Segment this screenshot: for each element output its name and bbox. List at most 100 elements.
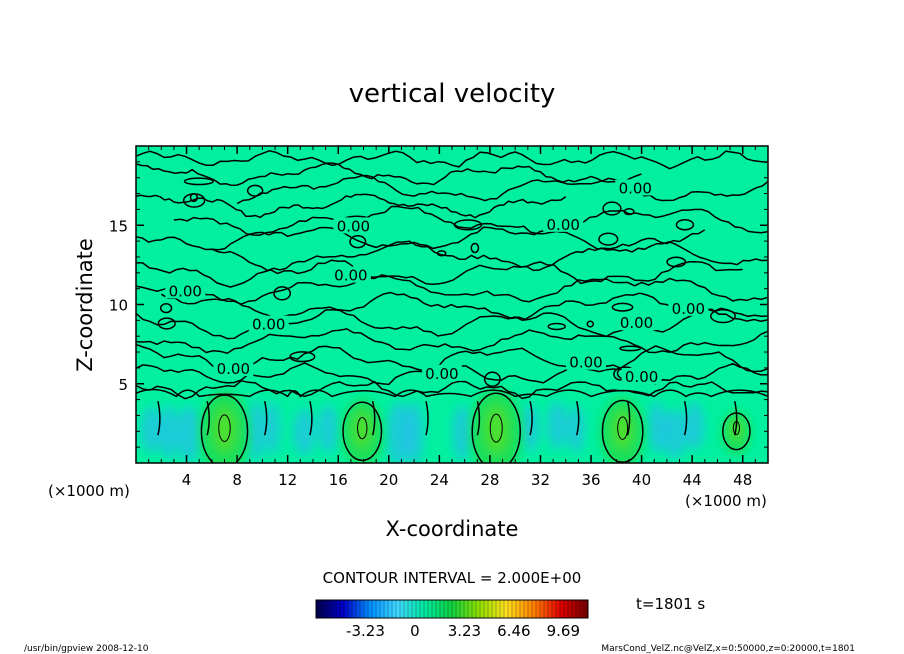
contour-label: 0.00: [169, 282, 202, 300]
updraft-core: [484, 405, 509, 454]
chart-title: vertical velocity: [349, 79, 556, 109]
contour-label: 0.00: [672, 300, 705, 318]
downdraft-patch: [176, 405, 202, 462]
contour-label-bg: [333, 217, 374, 234]
downdraft-contour: [157, 401, 161, 436]
downdraft-contour: [263, 401, 268, 436]
x-unit-left: (×1000 m): [48, 482, 130, 500]
y-axis: 5 10 15: [109, 161, 768, 448]
closed-contour: [189, 192, 198, 203]
closed-contour: [619, 345, 642, 352]
closed-contour: [598, 232, 619, 246]
x-axis-label: X-coordinate: [386, 517, 519, 541]
contour-label: 0.00: [547, 216, 580, 234]
downdraft-patch: [318, 405, 339, 453]
contour-label: 0.00: [425, 365, 458, 383]
updraft-contour-1: [342, 401, 383, 462]
closed-contour: [453, 219, 483, 231]
contour-label-bg: [248, 315, 289, 332]
contour-label-bg: [213, 360, 254, 377]
contour-label: 0.00: [337, 217, 370, 235]
contour-line-2: [236, 174, 768, 205]
contour-label: 0.00: [217, 360, 250, 378]
contour-label-bg: [616, 314, 657, 331]
plot-area: 0.00 0.00 0.00 0.00 0.00 0.00 0.00 0.00 0.00 0.00…: [136, 146, 768, 463]
downdraft-contour: [425, 401, 429, 436]
updraft-core: [612, 410, 633, 450]
colorbar: [315, 599, 589, 619]
closed-contour: [586, 320, 595, 328]
contour-line-1: [136, 162, 642, 187]
x-tick-label: 44: [683, 471, 702, 489]
x-tick-label: 24: [430, 471, 449, 489]
closed-contour: [470, 242, 480, 254]
closed-contour: [547, 322, 566, 331]
contour-labels: 0.00 0.00 0.00 0.00 0.00 0.00 0.00 0.00 0.00 0.00…: [165, 179, 709, 386]
contour-line-10: [136, 308, 768, 340]
downdraft-patch: [404, 401, 424, 463]
contour-line-3: [136, 193, 567, 219]
downdraft-patch: [293, 408, 316, 456]
downdraft-patch: [521, 404, 540, 452]
contour-label: 0.00: [625, 368, 658, 386]
closed-contour: [611, 302, 634, 312]
downdraft-patch: [386, 402, 412, 463]
contour-label-bg: [615, 179, 656, 196]
downdraft-patch: [647, 401, 666, 453]
closed-contour: [273, 286, 292, 301]
closed-contour: [436, 250, 447, 257]
y-tick-label: 5: [118, 376, 128, 394]
updraft-inner-contour-3: [617, 416, 629, 440]
closed-contour: [183, 177, 214, 186]
closed-contour: [349, 235, 367, 249]
contour-label-bg: [330, 266, 371, 283]
x-tick-label: 32: [531, 471, 550, 489]
downdraft-patch: [684, 401, 705, 451]
contour-line-14: [136, 379, 768, 400]
downdraft-contour: [683, 401, 688, 436]
contour-label: 0.00: [252, 316, 285, 334]
updraft-inner-contour-2: [489, 413, 503, 443]
colorbar-tick-label: 6.46: [497, 622, 530, 640]
downdraft-patch: [247, 400, 265, 461]
contour-label: 0.00: [334, 267, 367, 285]
colorbar-tick-label: -3.23: [346, 622, 385, 640]
colorbar-ticks: -3.23 0 3.23 6.46 9.69: [346, 622, 580, 640]
updraft-core: [352, 411, 372, 448]
updraft-contour-3: [601, 399, 644, 463]
y-axis-label: Z-coordinate: [73, 238, 97, 372]
closed-contour: [289, 351, 316, 363]
low-level-contour: [136, 388, 768, 398]
closed-contour: [666, 256, 687, 268]
x-tick-label: 4: [182, 471, 192, 489]
closed-contour: [623, 207, 635, 216]
downdraft-contour: [575, 401, 580, 436]
x-tick-label: 12: [278, 471, 297, 489]
updraft-inner-contour-1: [357, 417, 368, 440]
footer-left: /usr/bin/gpview 2008-12-10: [24, 644, 149, 654]
closed-contour: [157, 317, 176, 330]
downdraft-contour: [529, 401, 533, 436]
downdraft-contour: [733, 401, 738, 436]
x-axis: 4 8 12 16 20 24 28 32 36 40 44 48: [148, 146, 756, 489]
updraft-contour-0: [200, 394, 249, 463]
downdraft-patch: [140, 406, 162, 453]
contour-line-0: [136, 150, 768, 170]
downdraft-contour: [371, 401, 376, 436]
contour-line-5: [136, 226, 706, 251]
downdraft-contour: [309, 401, 313, 436]
contour-line-6: [211, 240, 768, 272]
colorbar-tick-label: 0: [410, 622, 420, 640]
contour-label-bg: [668, 299, 709, 316]
updraft-core: [213, 406, 236, 453]
x-unit-right: (×1000 m): [685, 492, 767, 510]
updraft-patches: [199, 388, 751, 463]
downdraft-patch: [452, 405, 472, 461]
contour-label: 0.00: [620, 314, 653, 332]
x-tick-label: 20: [379, 471, 398, 489]
contour-label: 0.00: [619, 179, 652, 197]
closed-contour: [159, 302, 173, 314]
downdraft-patch: [661, 409, 688, 459]
downdraft-contour: [626, 401, 631, 436]
time-label: t=1801 s: [636, 595, 705, 613]
